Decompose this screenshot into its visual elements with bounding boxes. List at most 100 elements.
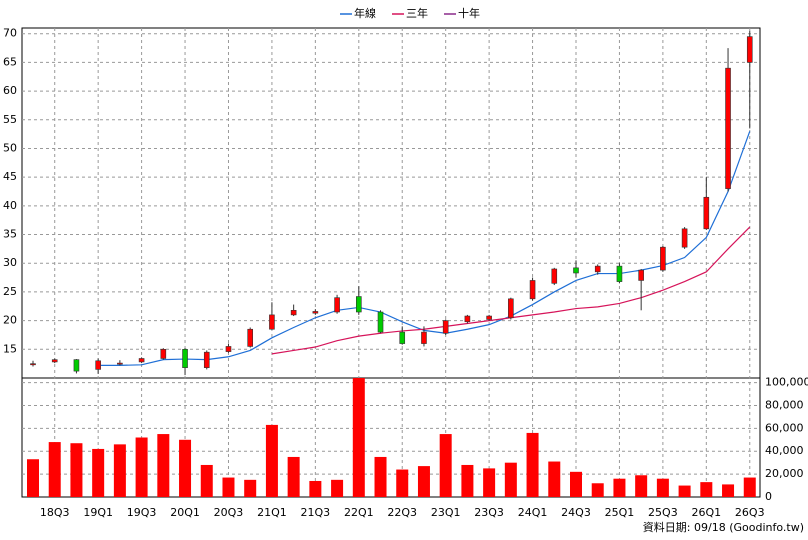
candle-body [290,309,297,316]
candle-body [421,331,427,344]
volume-bar [331,479,344,497]
x-tick-label: 25Q1 [605,506,635,519]
x-tick-label: 21Q3 [301,506,331,519]
y-tick-label: 50 [3,141,17,154]
volume-bar [113,444,126,497]
x-tick-label: 22Q3 [387,506,417,519]
candle-body [117,362,123,365]
candle-body [551,268,558,284]
candle-body [247,328,253,347]
candle-body [486,315,492,320]
y-tick-label: 45 [3,170,17,183]
candle-body [399,331,406,344]
candle-body [355,296,362,313]
candle-body [51,359,58,363]
volume-bar [265,424,278,497]
candle-body [616,265,623,282]
x-tick-label: 23Q1 [431,506,461,519]
candle-body [529,280,536,300]
x-tick-label: 26Q3 [735,506,765,519]
x-tick-label: 26Q1 [691,506,721,519]
x-tick-label: 19Q3 [127,506,157,519]
y-tick-label: 65 [3,55,17,68]
y2-tick-label: 80,000 [765,398,804,411]
candle-body [464,315,471,323]
y-tick-label: 35 [3,228,17,241]
candle-body [225,346,232,352]
candle-body [95,360,101,370]
x-tick-label: 20Q1 [170,506,200,519]
volume-bar [287,456,300,497]
volume-bar [200,464,213,497]
volume-bar [591,483,604,497]
volume-bar [352,378,365,497]
candle-body [508,298,514,319]
candle-body [681,228,688,248]
candle-body [746,36,753,63]
y-tick-label: 25 [3,285,17,298]
candle-body [269,314,275,330]
candle-body [442,320,449,334]
volume-bar [27,459,39,497]
candle-body [638,269,644,281]
x-tick-label: 24Q1 [518,506,548,519]
volume-bar [48,442,61,497]
y-tick-label: 15 [3,342,17,355]
volume-bar [678,485,691,497]
y2-tick-label: 0 [765,490,772,503]
volume-bar [439,434,452,497]
x-tick-label: 25Q3 [648,506,678,519]
volume-bar [244,479,257,497]
volume-bar [70,443,83,497]
x-tick-label: 18Q3 [40,506,70,519]
volume-bar [157,434,170,497]
volume-bar [635,475,648,497]
volume-bar [743,477,756,497]
plot-frame [21,27,761,498]
candle-body [182,349,188,368]
candle-body [203,351,210,368]
candle-body [334,297,340,313]
y-tick-label: 30 [3,256,17,269]
volume-bar [570,471,582,497]
candle-body [377,311,384,333]
legend-label: 年線 [354,6,376,20]
volume-bar [656,478,669,497]
volume-bar [396,469,409,497]
volume-bar [374,456,387,497]
candle-body [573,267,579,274]
volume-bar [92,448,105,497]
candle-body [594,265,601,273]
candle-body [725,67,731,189]
y-tick-label: 40 [3,199,17,212]
x-tick-label: 21Q1 [257,506,287,519]
volume-bar [722,484,735,497]
x-tick-label: 20Q3 [214,506,244,519]
volume-bar [179,439,192,497]
candle-body [138,358,145,363]
y-tick-label: 60 [3,84,17,97]
footnote: 資料日期: 09/18 (Goodinfo.tw) [643,520,804,534]
y2-tick-label: 60,000 [765,421,804,434]
volume-bar [700,482,713,497]
x-tick-label: 19Q1 [83,506,113,519]
x-tick-label: 22Q1 [344,506,374,519]
volume-bar [135,437,148,497]
volume-bar [526,432,539,497]
candle-body [660,246,666,271]
y2-tick-label: 40,000 [765,444,804,457]
candle-body [160,349,167,359]
x-tick-label: 24Q3 [561,506,591,519]
candle-body [312,311,319,314]
legend-label: 十年 [458,6,480,20]
candle-body [73,359,80,372]
y-tick-label: 70 [3,27,17,40]
volume-bar [417,466,430,497]
candle-body [703,196,710,230]
volume-bar [483,468,496,497]
volume-bar [548,461,561,497]
legend-label: 三年 [406,6,428,20]
volume-bar [222,477,235,497]
y-tick-label: 20 [3,314,17,327]
